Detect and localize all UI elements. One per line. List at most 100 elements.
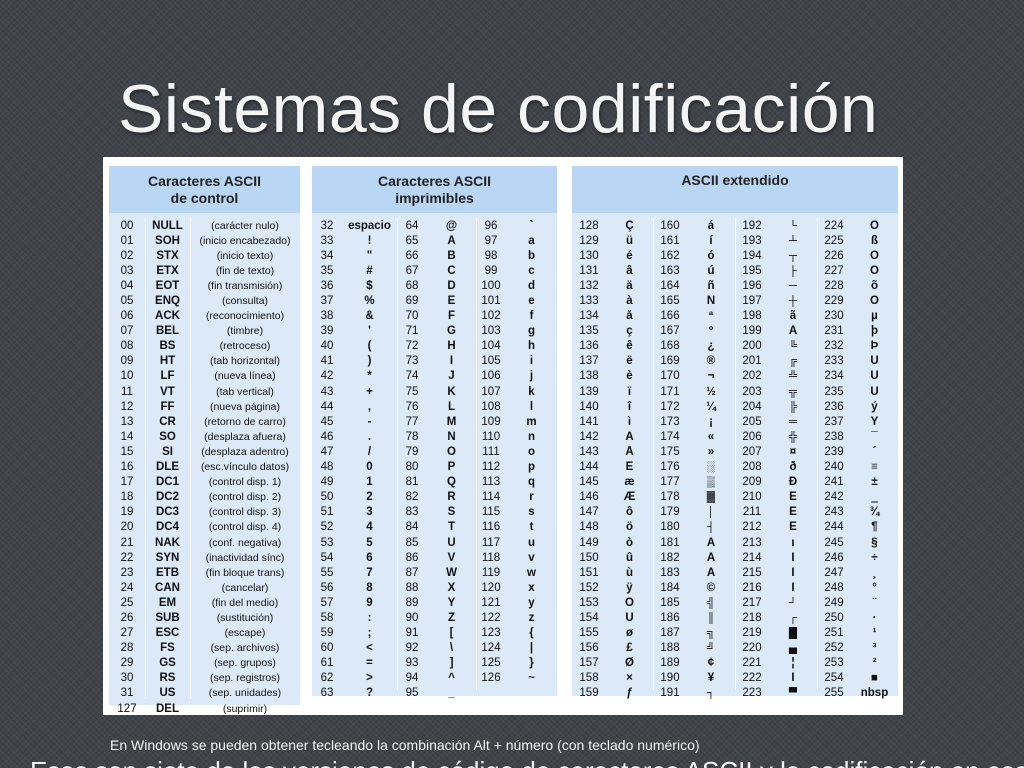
extended-ascii-table: ASCII extendido 128 Ç 160 á 192 └ 224 Ó 129 ü 161 í… [572,166,898,700]
code-cell: 243 [824,506,844,519]
code-cell: 54 [320,551,334,564]
char-cell: « [707,430,715,443]
control-heading-line1: Caracteres ASCII [147,172,262,189]
code-cell: 19 [120,506,134,519]
char-cell: Ù [870,385,879,398]
code-cell: 135 [579,325,599,338]
code-cell: 250 [824,611,844,624]
code-cell: 236 [824,400,844,413]
table-row: 06 ACK (reconocimiento) [109,309,300,324]
code-cell: 94 [405,672,419,685]
code-cell: 82 [405,491,419,504]
char-cell: ╦ [788,385,798,398]
char-cell: à [626,295,633,308]
code-cell: 57 [320,596,334,609]
description-cell: (retorno de carro) [204,415,286,428]
char-cell: _ [448,687,455,700]
code-cell: 81 [405,476,419,489]
char-cell: o [527,445,536,458]
table-row: 47 / 79 O 111 o [312,444,557,459]
description-cell: (inicio encabezado) [199,234,291,247]
code-cell: 86 [405,551,419,564]
char-cell: æ [624,476,635,489]
char-cell: s [528,506,535,519]
char-cell: Ó [870,219,879,232]
table-row: 145 æ 177 ▒ 209 Ð 241 ± [572,475,898,490]
code-cell: 15 [120,445,134,458]
code-cell: 215 [742,566,762,579]
char-cell: ' [368,325,371,338]
char-cell: Ò [870,264,879,277]
char-cell: ® [706,355,716,368]
code-cell: 203 [742,385,762,398]
code-cell: 140 [579,400,599,413]
char-cell: - [367,415,372,428]
code-cell: 90 [405,611,419,624]
code-cell: 241 [824,476,844,489]
char-cell: ╠ [788,400,798,413]
code-cell: 71 [405,325,419,338]
code-cell: 209 [742,476,762,489]
table-row: 130 é 162 ó 194 ┬ 226 Ô [572,248,898,263]
table-row: 140 î 172 ¼ 204 ╠ 236 ý [572,399,898,414]
code-cell: 156 [579,642,599,655]
table-row: 138 è 170 ¬ 202 ╩ 234 Û [572,369,898,384]
table-row: 63? 95 _ [312,686,557,701]
char-cell: Í [791,551,795,564]
code-cell: 104 [481,340,501,353]
code-cell: 147 [579,506,599,519]
control-rows: 00 NULL (carácter nulo) 01 SOH (inicio encabe… [109,218,300,716]
char-cell: @ [445,219,458,232]
char-cell: / [367,445,372,458]
description-cell: (conf. negativa) [208,536,282,549]
table-row: 46. 78 N 110 n [312,429,557,444]
char-cell: C [447,264,456,277]
code-cell: 85 [405,536,419,549]
char-cell: ü [625,234,634,247]
symbol-cell: SYN [155,551,180,564]
char-cell: Y [447,596,456,609]
table-row: 146 Æ 178 ▓ 210 Ê 242 ‗ [572,490,898,505]
code-cell: 154 [579,611,599,624]
code-cell: 113 [481,476,501,489]
code-cell: 210 [742,491,762,504]
char-cell: ö [625,521,634,534]
code-cell: 217 [742,596,762,609]
char-cell: Õ [870,295,879,308]
char-cell: â [626,264,633,277]
printable-rows: 32 espacio 64 @96 ` 33! 65 A 97 a 34 " 66 B 98 b 35 #67 C 9… [312,218,557,701]
char-cell: À [706,566,716,579]
char-cell: § [871,536,878,549]
code-cell: 224 [824,219,844,232]
char-cell: G [447,325,456,338]
code-cell: 35 [320,264,334,277]
char-cell: ¶ [871,521,878,534]
code-cell: 134 [579,310,599,323]
char-cell: ├ [788,264,798,277]
code-cell: 191 [660,687,680,700]
char-cell: │ [707,506,715,519]
code-cell: 226 [824,249,844,262]
char-cell: ´ [872,445,877,458]
table-row: 27 ESC (escape) [109,626,300,641]
table-row: 26 SUB (sustitución) [109,610,300,625]
char-cell: ┴ [788,234,798,247]
char-cell: X [447,581,456,594]
code-cell: 216 [742,581,762,594]
code-cell: 03 [120,264,134,277]
char-cell: ä [626,279,633,292]
code-cell: 248 [824,581,844,594]
char-cell: { [529,627,534,640]
code-cell: 22 [120,551,134,564]
code-cell: 116 [481,521,501,534]
code-cell: 151 [579,566,599,579]
code-cell: 48 [320,461,334,474]
table-row: 132 ä 164 ñ 196 ─ 228 õ [572,278,898,293]
code-cell: 252 [824,642,844,655]
code-cell: 213 [742,536,762,549]
table-row: 18 DC2 (control disp. 2) [109,490,300,505]
code-cell: 67 [405,264,419,277]
table-row: 42 * 74 J 106 j [312,369,557,384]
code-cell: 222 [742,672,762,685]
char-cell: q [527,476,536,489]
